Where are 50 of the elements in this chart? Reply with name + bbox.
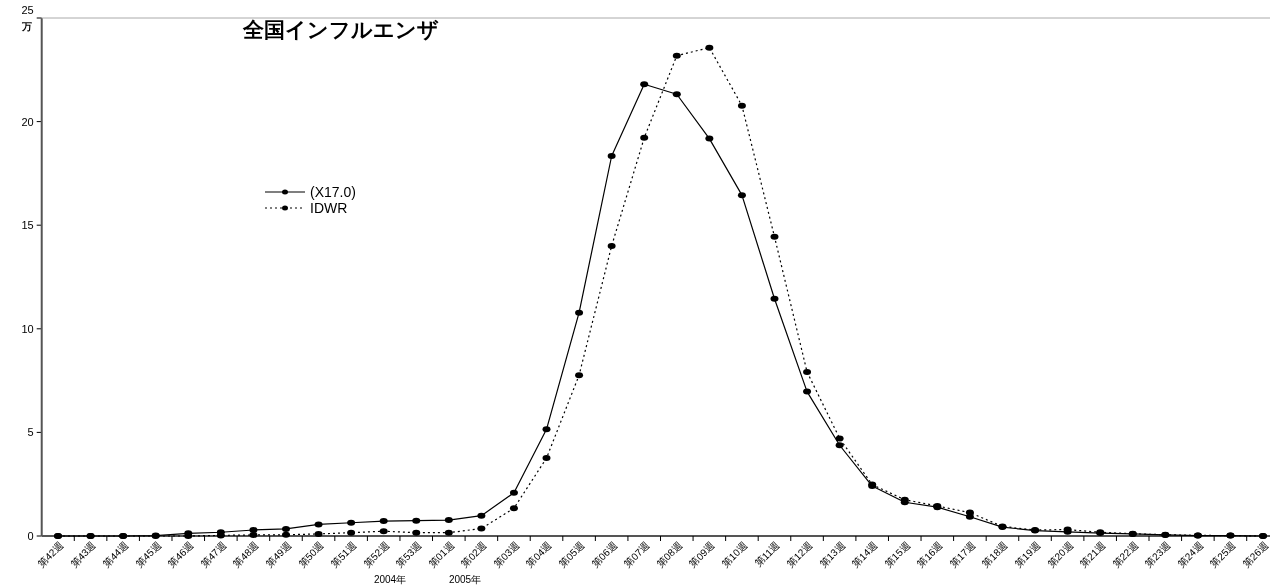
x-tick-label: 第26週 [1240, 539, 1270, 570]
y-axis-title: 万 [20, 21, 32, 32]
x-tick-label: 第24週 [1175, 539, 1206, 570]
x-tick-label: 第42週 [35, 539, 66, 570]
x-tick-label: 第14週 [849, 539, 880, 570]
x-tick-label: 第21週 [1077, 539, 1108, 570]
x-tick-label: 第16週 [914, 539, 945, 570]
x-tick-label: 第19週 [1012, 539, 1043, 570]
y-tick-label: 10 [21, 322, 34, 335]
x-tick-label: 第08週 [654, 539, 685, 570]
y-tick-label: 15 [21, 219, 34, 232]
x-tick-label: 第47週 [198, 539, 229, 570]
x-tick-label: 第44週 [100, 539, 131, 570]
text: 2004年 [373, 574, 407, 585]
x-tick-label: 第01週 [426, 539, 457, 570]
x-tick-label: 第05週 [556, 539, 587, 570]
legend-label: (X17.0) [310, 184, 356, 200]
x-tick-label: 第52週 [361, 539, 392, 570]
x-tick-label: 第18週 [980, 539, 1010, 570]
x-tick-label: 第03週 [491, 539, 522, 570]
x-tick-label: 第49週 [263, 539, 294, 570]
chart-title: 全国インフルエンザ [242, 18, 439, 41]
x-tick-label: 第23週 [1142, 539, 1173, 570]
y-tick-label: 25 [21, 4, 34, 16]
x-tick-label: 第20週 [1045, 539, 1076, 570]
legend-label: IDWR [310, 200, 348, 216]
x-tick-label: 第45週 [133, 539, 164, 570]
x-tick-label: 第11週 [752, 539, 782, 569]
x-tick-label: 第12週 [784, 539, 815, 570]
x-tick-label: 第17週 [947, 539, 978, 570]
x-tick-label: 第07週 [621, 539, 652, 570]
text: 2005年 [448, 574, 482, 585]
x-tick-label: 第04週 [524, 539, 554, 570]
x-tick-label: 第43週 [68, 539, 98, 570]
x-tick-label: 第53週 [393, 539, 424, 570]
x-tick-label: 第09週 [686, 539, 717, 570]
x-tick-label: 第46週 [165, 539, 196, 570]
x-tick-label: 第15週 [882, 539, 913, 570]
x-tick-label: 第51週 [328, 539, 359, 570]
y-tick-label: 0 [27, 530, 34, 542]
x-tick-label: 第02週 [459, 539, 489, 570]
x-tick-label: 第25週 [1208, 539, 1238, 570]
y-tick-label: 5 [27, 426, 34, 439]
x-tick-label: 第50週 [296, 539, 326, 570]
x-tick-label: 第48週 [231, 539, 261, 570]
x-tick-label: 第22週 [1110, 539, 1141, 570]
y-tick-label: 20 [21, 115, 34, 128]
x-tick-label: 第06週 [589, 539, 620, 570]
x-tick-label: 第13週 [817, 539, 848, 570]
x-tick-label: 第10週 [719, 539, 750, 570]
